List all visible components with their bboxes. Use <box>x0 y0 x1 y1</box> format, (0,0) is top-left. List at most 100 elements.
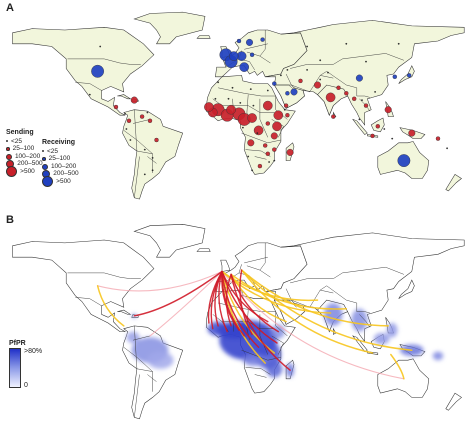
sending-bubble <box>143 173 146 176</box>
country-border <box>134 156 140 198</box>
flow-line-other <box>230 273 287 323</box>
country-border <box>259 98 269 138</box>
sending-bubble <box>319 59 322 62</box>
sending-legend-item: <25 <box>6 138 43 146</box>
sending-bubble <box>263 143 268 148</box>
country-border <box>123 347 153 372</box>
sending-bubble <box>151 157 154 159</box>
sending-bubble <box>280 74 282 77</box>
receiving-bubble <box>397 154 411 168</box>
sending-bubble <box>345 42 348 45</box>
pfpr-zone <box>351 308 368 332</box>
sending-bubble <box>272 147 277 152</box>
sending-legend-item: 100–200 <box>6 153 43 161</box>
country-border <box>147 156 157 164</box>
flow-line-other <box>390 353 405 380</box>
flow-line-high <box>239 269 253 336</box>
receiving-legend-dot <box>42 163 48 170</box>
landmass-britain <box>220 259 231 272</box>
sending-bubble <box>273 159 276 162</box>
sending-legend-dot <box>6 147 10 151</box>
country-border <box>147 374 157 382</box>
receiving-legend-label: 25–100 <box>48 155 71 163</box>
sending-bubble <box>247 113 257 123</box>
landmass-north-america <box>12 27 155 116</box>
country-border <box>67 272 141 279</box>
sending-bubble <box>256 132 259 135</box>
receiving-legend-item: >500 <box>42 176 79 188</box>
receiving-legend-item: <25 <box>42 148 79 156</box>
pfpr-zone <box>147 351 174 369</box>
receiving-legend-label: 200–500 <box>53 170 79 178</box>
sending-bubble <box>391 137 394 140</box>
flow-line-high <box>225 273 232 327</box>
sending-bubble <box>352 96 357 102</box>
country-border <box>222 105 275 113</box>
landmass-iceland <box>196 35 211 39</box>
sending-bubble <box>325 92 336 103</box>
bubble-layer <box>88 37 448 176</box>
sending-legend-title: Sending <box>6 129 34 136</box>
country-border <box>75 82 102 91</box>
sending-bubble <box>363 103 369 108</box>
country-border <box>259 242 266 271</box>
receiving-bubble <box>272 81 277 86</box>
flow-line-other <box>240 269 389 327</box>
receiving-bubble <box>249 52 255 57</box>
flow-line-high <box>218 270 228 333</box>
panel-a-bubble-map: A Sending <25 25–100 100–200 200–500 >500 Re… <box>4 2 470 212</box>
flow-line-high <box>133 270 223 317</box>
flow-line-low <box>149 270 223 337</box>
country-border <box>241 132 281 144</box>
landmass-new-zealand <box>445 392 462 411</box>
landmass-north-america <box>12 239 155 332</box>
sending-bubble <box>113 104 119 110</box>
landmass-cuba <box>117 94 132 100</box>
landmass-greenland <box>133 11 206 45</box>
country-border <box>320 75 334 79</box>
country-border <box>275 96 288 120</box>
sending-bubble <box>268 161 270 163</box>
pfpr-max-label: >80% <box>24 348 43 355</box>
sending-bubble <box>249 88 252 90</box>
sending-bubble <box>247 155 250 158</box>
receiving-legend-item: 25–100 <box>42 155 79 163</box>
flow-layer <box>96 269 413 380</box>
sending-legend-label: >500 <box>20 167 35 175</box>
country-border <box>244 256 268 264</box>
receiving-legend-dot <box>42 150 44 153</box>
sending-bubble <box>257 163 263 169</box>
sending-bubble <box>214 97 217 100</box>
pfpr-legend-title: PfPR <box>9 340 26 347</box>
sending-bubble <box>251 169 254 172</box>
sending-bubble <box>270 132 278 140</box>
flow-line-high <box>230 273 291 371</box>
sending-bubble <box>285 112 290 118</box>
flow-line-other <box>240 269 413 351</box>
flow-line-high <box>230 273 279 333</box>
sending-bubble <box>397 42 400 45</box>
sending-bubble <box>99 45 102 48</box>
receiving-bubble <box>355 74 363 82</box>
sending-legend-dot <box>6 140 8 143</box>
sending-bubble <box>298 78 303 84</box>
panel-b-map <box>12 224 465 420</box>
pfpr-zone <box>373 333 390 345</box>
sending-bubble <box>306 45 308 48</box>
sending-bubble <box>306 69 308 71</box>
receiving-bubble <box>260 37 265 42</box>
country-border <box>123 130 153 154</box>
sending-bubble <box>374 91 376 93</box>
sending-bubble <box>154 137 159 143</box>
sending-bubble <box>147 118 153 124</box>
sending-bubble <box>125 128 128 130</box>
receiving-bubble <box>407 73 412 78</box>
receiving-bubble <box>239 62 249 72</box>
sending-bubble <box>361 99 363 101</box>
sending-legend-label: 200–500 <box>17 160 43 168</box>
pfpr-zone <box>126 331 140 344</box>
country-border <box>259 30 266 57</box>
sending-bubble <box>252 104 255 107</box>
landmass-sumatra <box>352 118 368 135</box>
sending-bubble <box>239 102 242 104</box>
